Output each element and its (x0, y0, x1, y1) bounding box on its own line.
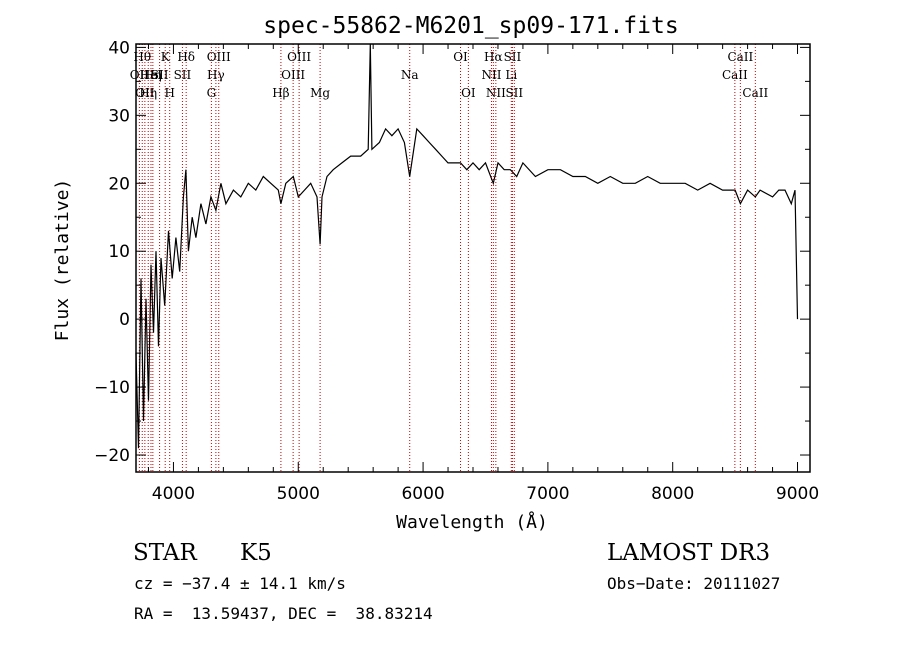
chart-title: spec-55862-M6201_sp09-171.fits (263, 13, 678, 39)
x-tick-label: 5000 (277, 484, 320, 504)
line-label: SII (505, 86, 523, 100)
line-label: SII (174, 68, 192, 82)
y-tick-label: 20 (108, 174, 130, 194)
y-axis-label: Flux (relative) (52, 179, 73, 342)
x-tick-label: 6000 (401, 484, 444, 504)
y-tick-label: 40 (108, 38, 130, 58)
line-label: OI (461, 86, 476, 100)
redshift-cz: cz = −37.4 ± 14.1 km/s (134, 574, 346, 593)
line-label: Hθ (133, 50, 151, 64)
emission-line-markers (138, 44, 756, 472)
observation-date: Obs−Date: 20111027 (607, 574, 781, 593)
line-label: OI (453, 50, 468, 64)
y-tick-label: −10 (94, 378, 130, 398)
line-label: Hα (484, 50, 503, 64)
survey-name: LAMOST DR3 (607, 540, 771, 566)
line-label: NII (486, 86, 506, 100)
line-label: Hη (144, 68, 162, 82)
line-label: SII (504, 50, 522, 64)
object-class: STAR (133, 540, 197, 566)
line-label: OIII (207, 50, 231, 64)
line-label: H (164, 86, 174, 100)
line-label: Li (505, 68, 517, 82)
y-tick-label: 0 (119, 310, 130, 330)
x-axis-label: Wavelength (Å) (396, 511, 548, 533)
line-label: Na (401, 68, 419, 82)
line-label: CaII (727, 50, 753, 64)
line-label: SII (151, 68, 169, 82)
x-tick-label: 7000 (526, 484, 569, 504)
line-label: OII (130, 68, 150, 82)
x-tick-label: 8000 (651, 484, 694, 504)
line-label: OII (135, 86, 155, 100)
line-label: NII (481, 68, 501, 82)
spectrum-line (135, 43, 799, 449)
line-label: Hγ (207, 68, 225, 82)
object-subclass: K5 (240, 540, 272, 566)
coordinates: RA = 13.59437, DEC = 38.83214 (134, 604, 433, 623)
line-label: CaII (742, 86, 768, 100)
x-tick-label: 4000 (152, 484, 195, 504)
line-label: Mg (310, 86, 330, 100)
line-label: CaII (722, 68, 748, 82)
line-label: OIII (287, 50, 311, 64)
emission-line-labels: OIIHθOIIHηHeIHηSIIKHHδSIIGHγOIIIHβOIIIOI… (130, 50, 769, 100)
y-axis-ticks: −20 −10 0 10 20 30 40 (94, 38, 810, 466)
line-label: OIII (281, 68, 305, 82)
line-label: K (161, 50, 171, 64)
line-label: Hη (139, 86, 157, 100)
x-axis-ticks: 4000 5000 6000 7000 8000 9000 (147, 44, 819, 504)
x-tick-label: 9000 (776, 484, 819, 504)
line-label: G (207, 86, 217, 100)
y-tick-label: 30 (108, 106, 130, 126)
y-tick-label: 10 (108, 242, 130, 262)
line-label: Hδ (177, 50, 195, 64)
line-label: Hβ (272, 86, 289, 100)
plot-frame (135, 43, 811, 473)
y-tick-label: −20 (94, 446, 130, 466)
line-label: HeI (140, 68, 163, 82)
